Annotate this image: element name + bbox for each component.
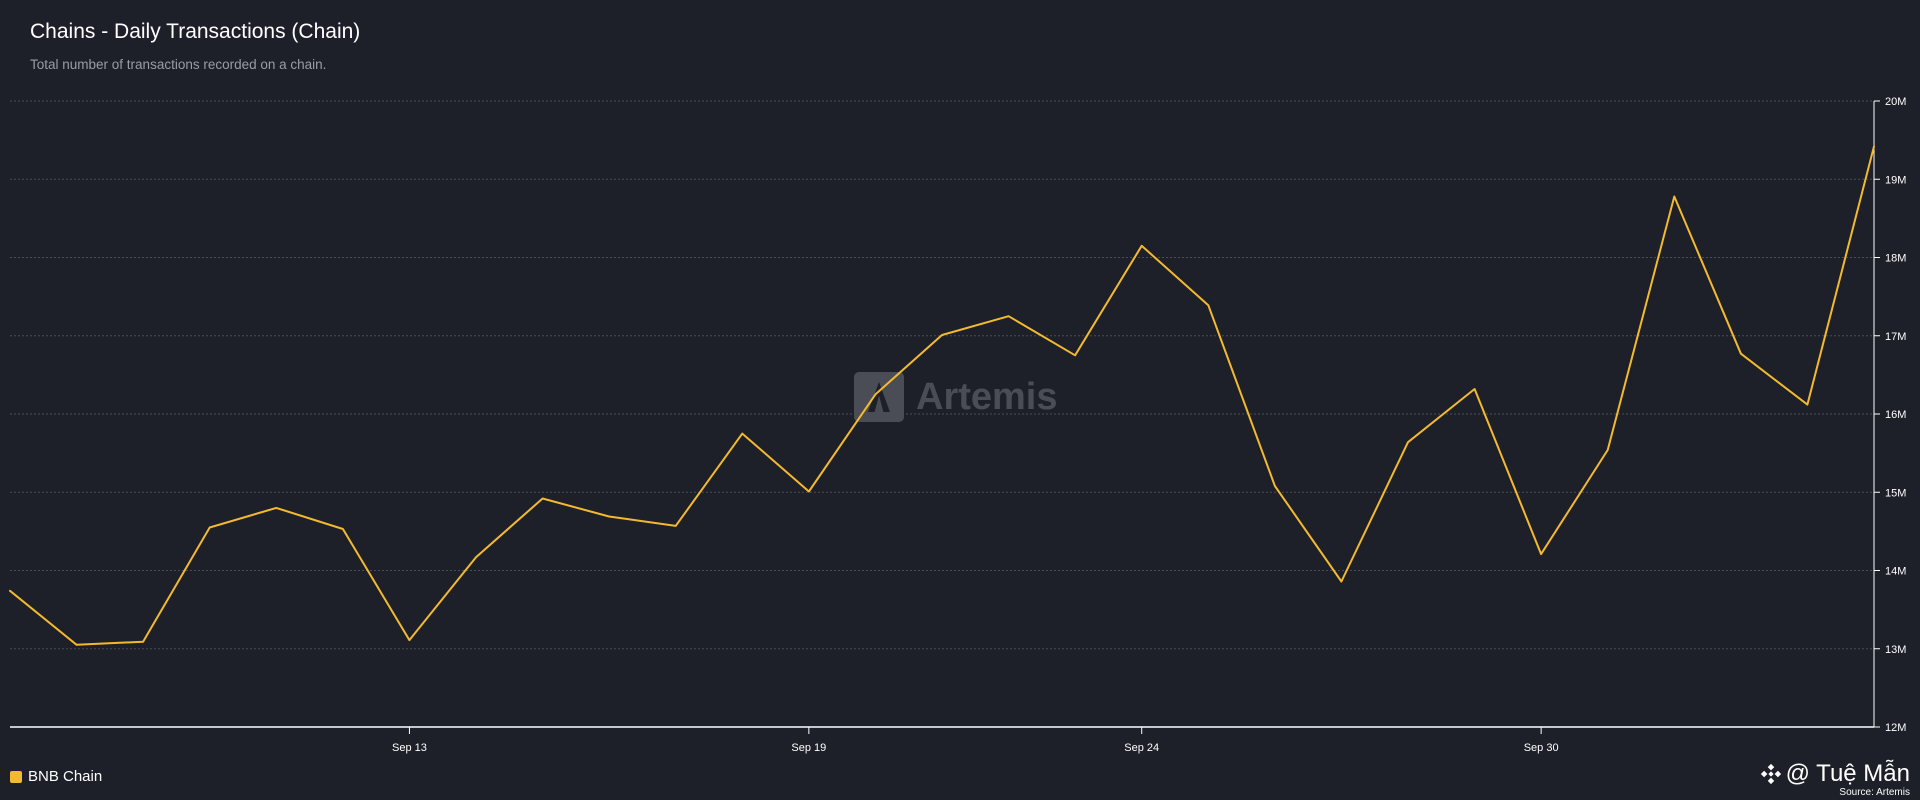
source-note: Source: Artemis xyxy=(1839,787,1910,798)
binance-logo-icon xyxy=(1760,763,1781,785)
x-tick-label: Sep 13 xyxy=(392,742,427,754)
legend-swatch xyxy=(10,770,22,783)
y-tick-label: 18M xyxy=(1885,253,1906,265)
credit-handle: @ Tuệ Mẫn xyxy=(1785,760,1910,787)
watermark-text: Artemis xyxy=(916,375,1058,418)
legend-label: BNB Chain xyxy=(28,768,103,785)
y-tick-label: 14M xyxy=(1885,566,1906,578)
y-tick-label: 16M xyxy=(1885,409,1906,421)
y-tick-label: 20M xyxy=(1885,96,1906,108)
series-line-bnb-chain xyxy=(9,145,1875,646)
x-tick-label: Sep 24 xyxy=(1124,742,1159,754)
y-tick-label: 13M xyxy=(1885,644,1906,656)
y-tick-label: 19M xyxy=(1885,174,1906,186)
chart-subtitle: Total number of transactions recorded on… xyxy=(30,57,327,72)
legend[interactable]: BNB Chain xyxy=(10,768,102,785)
y-tick-label: 15M xyxy=(1885,487,1906,499)
x-tick-label: Sep 30 xyxy=(1524,742,1559,754)
credit: @ Tuệ Mẫn xyxy=(1760,760,1910,788)
chart-title: Chains - Daily Transactions (Chain) xyxy=(30,20,361,43)
x-tick-label: Sep 19 xyxy=(791,742,826,754)
y-tick-label: 12M xyxy=(1885,722,1906,734)
y-tick-label: 17M xyxy=(1885,331,1906,343)
